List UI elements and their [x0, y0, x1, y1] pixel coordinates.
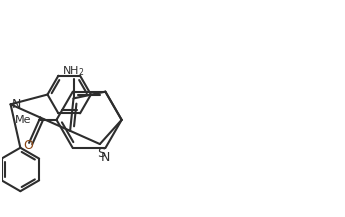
- Text: O: O: [23, 139, 33, 152]
- Text: N: N: [12, 98, 21, 111]
- Text: NH$_2$: NH$_2$: [62, 64, 85, 78]
- Text: S: S: [97, 147, 105, 160]
- Text: Me: Me: [15, 115, 32, 125]
- Text: N: N: [101, 151, 110, 164]
